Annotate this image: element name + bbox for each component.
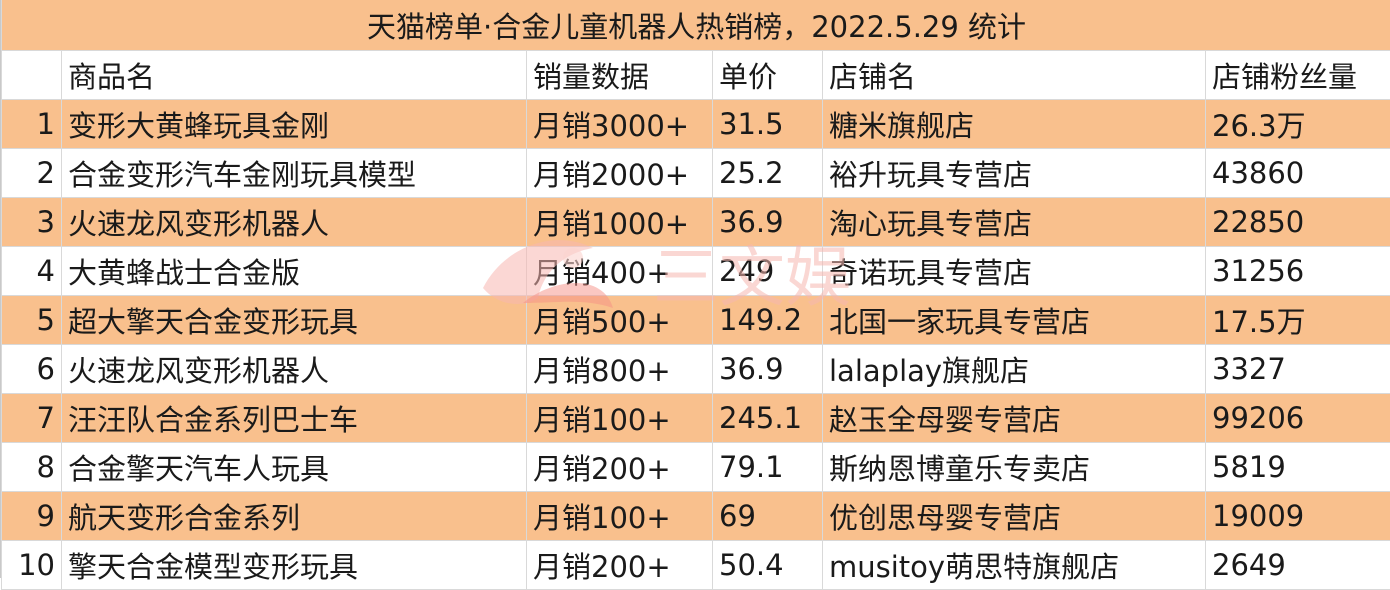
fans-cell: 43860 xyxy=(1206,149,1390,198)
sales-cell: 月销200+ xyxy=(527,541,713,590)
product-name-cell: 变形大黄蜂玩具金刚 xyxy=(62,100,527,149)
header-store: 店铺名 xyxy=(823,51,1206,100)
price-cell: 31.5 xyxy=(713,100,823,149)
price-cell: 249 xyxy=(713,247,823,296)
fans-cell: 3327 xyxy=(1206,345,1390,394)
store-name-cell: 优创思母婴专营店 xyxy=(823,492,1206,541)
row-index: 2 xyxy=(2,149,62,198)
product-name-cell: 火速龙风变形机器人 xyxy=(62,345,527,394)
product-name-cell: 超大擎天合金变形玩具 xyxy=(62,296,527,345)
row-index: 3 xyxy=(2,198,62,247)
store-name-cell: 赵玉全母婴专营店 xyxy=(823,394,1206,443)
row-index: 7 xyxy=(2,394,62,443)
price-cell: 36.9 xyxy=(713,345,823,394)
product-name-cell: 合金变形汽车金刚玩具模型 xyxy=(62,149,527,198)
store-name-cell: 北国一家玩具专营店 xyxy=(823,296,1206,345)
row-index: 1 xyxy=(2,100,62,149)
row-index: 8 xyxy=(2,443,62,492)
sales-cell: 月销500+ xyxy=(527,296,713,345)
row-index: 9 xyxy=(2,492,62,541)
store-name-cell: 淘心玩具专营店 xyxy=(823,198,1206,247)
fans-cell: 99206 xyxy=(1206,394,1390,443)
row-index: 4 xyxy=(2,247,62,296)
header-fans: 店铺粉丝量 xyxy=(1206,51,1390,100)
header-index xyxy=(2,51,62,100)
product-name-cell: 航天变形合金系列 xyxy=(62,492,527,541)
price-cell: 69 xyxy=(713,492,823,541)
sales-cell: 月销800+ xyxy=(527,345,713,394)
header-price: 单价 xyxy=(713,51,823,100)
store-name-cell: 裕升玩具专营店 xyxy=(823,149,1206,198)
header-sales: 销量数据 xyxy=(527,51,713,100)
price-cell: 149.2 xyxy=(713,296,823,345)
store-name-cell: 斯纳恩博童乐专卖店 xyxy=(823,443,1206,492)
fans-cell: 2649 xyxy=(1206,541,1390,590)
fans-cell: 31256 xyxy=(1206,247,1390,296)
fans-cell: 22850 xyxy=(1206,198,1390,247)
store-name-cell: 糖米旗舰店 xyxy=(823,100,1206,149)
sales-cell: 月销100+ xyxy=(527,492,713,541)
price-cell: 245.1 xyxy=(713,394,823,443)
store-name-cell: lalaplay旗舰店 xyxy=(823,345,1206,394)
product-name-cell: 火速龙风变形机器人 xyxy=(62,198,527,247)
product-name-cell: 合金擎天汽车人玩具 xyxy=(62,443,527,492)
sales-cell: 月销2000+ xyxy=(527,149,713,198)
row-index: 10 xyxy=(2,541,62,590)
fans-cell: 26.3万 xyxy=(1206,100,1390,149)
price-cell: 79.1 xyxy=(713,443,823,492)
sales-cell: 月销100+ xyxy=(527,394,713,443)
fans-cell: 17.5万 xyxy=(1206,296,1390,345)
product-name-cell: 汪汪队合金系列巴士车 xyxy=(62,394,527,443)
table-title: 天猫榜单·合金儿童机器人热销榜，2022.5.29 统计 xyxy=(2,0,1390,51)
sales-cell: 月销1000+ xyxy=(527,198,713,247)
product-name-cell: 擎天合金模型变形玩具 xyxy=(62,541,527,590)
store-name-cell: musitoy萌思特旗舰店 xyxy=(823,541,1206,590)
header-row: 商品名 销量数据 单价 店铺名 店铺粉丝量 xyxy=(2,51,1390,100)
header-product-name: 商品名 xyxy=(62,51,527,100)
row-index: 5 xyxy=(2,296,62,345)
price-cell: 36.9 xyxy=(713,198,823,247)
product-name-cell: 大黄蜂战士合金版 xyxy=(62,247,527,296)
title-row: 天猫榜单·合金儿童机器人热销榜，2022.5.29 统计 xyxy=(2,0,1390,51)
row-index: 6 xyxy=(2,345,62,394)
sales-cell: 月销400+ xyxy=(527,247,713,296)
price-cell: 25.2 xyxy=(713,149,823,198)
price-cell: 50.4 xyxy=(713,541,823,590)
sales-cell: 月销200+ xyxy=(527,443,713,492)
sales-cell: 月销3000+ xyxy=(527,100,713,149)
fans-cell: 5819 xyxy=(1206,443,1390,492)
store-name-cell: 奇诺玩具专营店 xyxy=(823,247,1206,296)
fans-cell: 19009 xyxy=(1206,492,1390,541)
spreadsheet: 天猫榜单·合金儿童机器人热销榜，2022.5.29 统计 商品名 销量数据 单价… xyxy=(0,0,1390,578)
